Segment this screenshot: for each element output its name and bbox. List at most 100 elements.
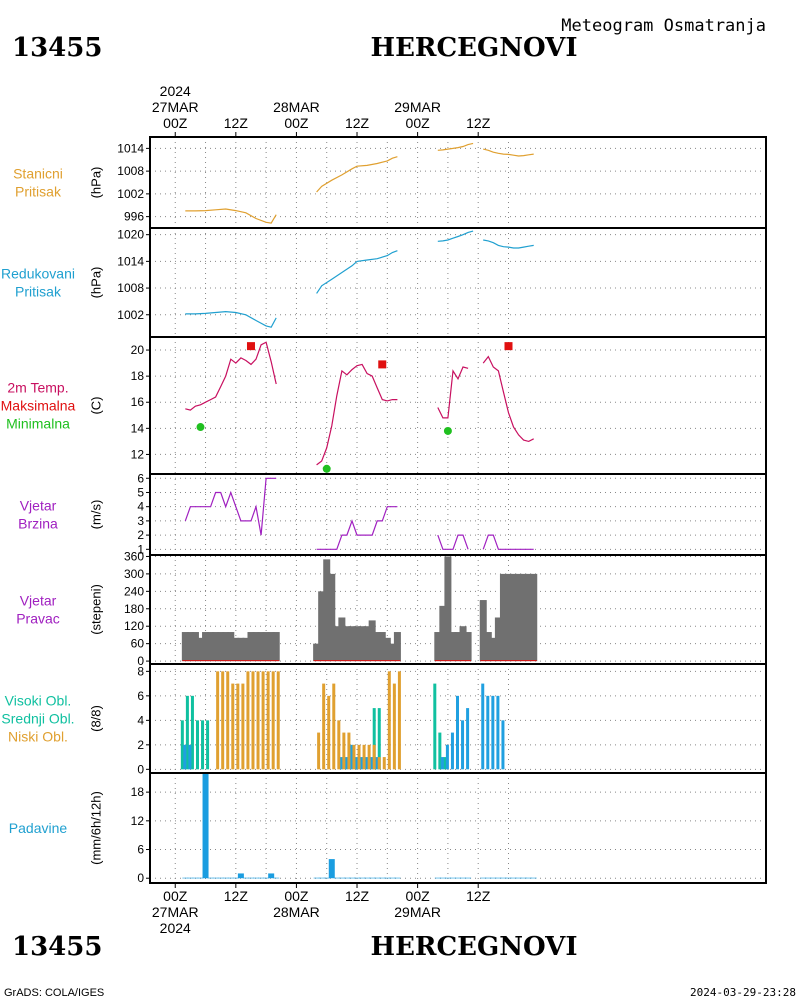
- cloud-bar: [256, 671, 260, 770]
- precipitation-bar: [394, 877, 401, 879]
- labels-layer: (hPa) Stanicni Pritisak (hPa) Redukovani Prit…: [1, 83, 491, 936]
- cloud-bar: [377, 708, 381, 770]
- wind_direction-bar: [247, 632, 255, 662]
- precipitation-bar: [389, 877, 396, 879]
- top-time-label: 00Z: [406, 115, 431, 131]
- wind_direction-bar: [207, 632, 215, 662]
- wind_direction-bar: [222, 632, 230, 662]
- panel-frame: [149, 227, 767, 338]
- cloud-bar: [201, 720, 205, 770]
- y-tick-label: 60: [131, 637, 145, 651]
- y-tick-label: 14: [131, 421, 145, 435]
- wind_direction-bar: [212, 632, 220, 662]
- station_pressure-series-line: [437, 142, 474, 151]
- precipitation-bar: [323, 877, 330, 879]
- wind_direction-bar: [434, 632, 442, 662]
- precipitation-bar: [237, 873, 244, 879]
- y-axis-label: (hPa): [88, 267, 103, 299]
- precipitation-bar: [207, 877, 214, 879]
- cloud-bar: [332, 683, 336, 770]
- y-tick-label: 1002: [117, 308, 144, 322]
- wind_direction-bar: [191, 632, 199, 662]
- cloud-bar: [342, 732, 346, 770]
- panel-label: Redukovani: [1, 266, 75, 282]
- wind_direction-bar: [267, 632, 275, 662]
- y-axis-label: (C): [88, 396, 103, 414]
- precipitation-bar: [348, 877, 355, 879]
- wind_direction-bar: [449, 632, 457, 662]
- panel-frame: [149, 772, 767, 884]
- bottom-time-label: 12Z: [466, 888, 491, 904]
- wind_speed-series-line: [437, 534, 469, 550]
- station-id-bottom: 13455: [12, 932, 102, 962]
- precipitation-bar: [465, 877, 472, 879]
- bottom-time-label: 29MAR: [394, 904, 441, 920]
- y-tick-label: 1002: [117, 187, 144, 201]
- cloud-bar: [456, 695, 459, 770]
- y-tick-label: 0: [137, 654, 144, 668]
- cloud-bar: [266, 671, 270, 770]
- precipitation-bar: [197, 877, 204, 879]
- wind_direction-bar: [232, 637, 240, 662]
- grid-layer: [150, 137, 766, 883]
- station_pressure-series-line: [185, 208, 277, 224]
- panel-label: Padavine: [9, 820, 68, 836]
- cloud-bar: [276, 671, 280, 770]
- precipitation-bar: [242, 877, 249, 879]
- cloud-bar: [357, 744, 361, 770]
- y-tick-label: 240: [124, 584, 144, 598]
- reduced_pressure-series-line: [185, 310, 277, 328]
- precipitation-bar: [263, 877, 270, 879]
- wind_direction-bar: [383, 637, 391, 662]
- wind_direction-bar: [459, 626, 467, 662]
- cloud-bar: [501, 720, 505, 770]
- panel-label: Brzina: [18, 516, 58, 532]
- precipitation-bar: [364, 877, 371, 879]
- wind_direction-bar: [464, 632, 472, 662]
- y-tick-label: 360: [124, 549, 144, 563]
- cloud-bar: [372, 744, 376, 770]
- wind_direction-bar: [388, 643, 396, 662]
- panel-label: Pritisak: [15, 284, 62, 300]
- precipitation-bar: [449, 877, 456, 879]
- cloud-bar: [382, 757, 386, 770]
- y-axis-label: (m/s): [88, 500, 103, 530]
- panel-label: 2m Temp.: [7, 380, 68, 396]
- y-tick-label: 6: [137, 843, 144, 857]
- temperature-series-line: [316, 363, 398, 466]
- panel-label: Niski Obl.: [8, 729, 68, 745]
- precipitation-bar: [359, 877, 366, 879]
- wind_direction-bar: [489, 637, 497, 662]
- wind_direction-bar: [368, 620, 376, 662]
- cloud-bar: [271, 671, 275, 770]
- cloud-bar: [365, 757, 369, 770]
- y-tick-label: 1020: [117, 228, 144, 242]
- panel-label: Minimalna: [6, 416, 70, 432]
- y-tick-label: 120: [124, 619, 144, 633]
- wind_speed-series-line: [482, 534, 534, 550]
- wind_direction-bar: [202, 632, 210, 662]
- precipitation-bar: [212, 877, 219, 879]
- wind_direction-bar: [454, 632, 462, 662]
- panel-label: Srednji Obl.: [1, 711, 74, 727]
- wind_direction-bar: [318, 591, 326, 662]
- wind_direction-bar: [373, 632, 381, 662]
- reduced_pressure-series-line: [316, 250, 398, 294]
- bottom-time-label: 00Z: [284, 888, 309, 904]
- wind_direction-bar: [444, 556, 452, 662]
- top-time-label: 27MAR: [152, 99, 199, 115]
- y-tick-label: 1008: [117, 164, 144, 178]
- precipitation-bar: [247, 877, 254, 879]
- cloud-bar: [377, 757, 381, 770]
- y-tick-label: 180: [124, 602, 144, 616]
- y-tick-label: 12: [131, 447, 145, 461]
- cloud-bar: [433, 683, 437, 770]
- y-tick-label: 6: [137, 689, 144, 703]
- wind_direction-bar: [530, 573, 538, 662]
- cloud-bar: [246, 671, 250, 770]
- wind_direction-bar: [499, 573, 507, 662]
- y-axis-label: (mm/6h/12h): [88, 791, 103, 865]
- wind_direction-bar: [338, 617, 346, 662]
- wind_direction-bar: [237, 637, 245, 662]
